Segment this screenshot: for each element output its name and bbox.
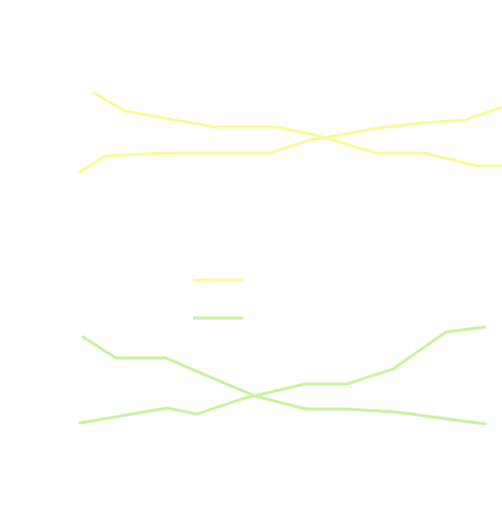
legend [193,278,243,320]
yellow-descending-path [92,91,502,168]
green-line-group [78,325,487,426]
yellow-line-group [78,91,502,174]
green-ascending-path [78,325,487,425]
yellow-ascending-path [78,105,502,174]
